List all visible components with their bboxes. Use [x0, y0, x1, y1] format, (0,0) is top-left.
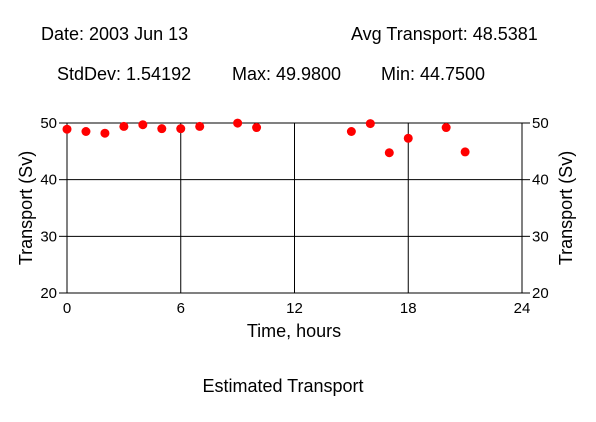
y-tick-label-left: 20	[40, 285, 57, 302]
x-axis-label: Time, hours	[247, 321, 341, 341]
date-text: Date: 2003 Jun 13	[41, 24, 189, 44]
data-point	[138, 120, 148, 130]
data-point	[157, 124, 167, 134]
data-point	[403, 133, 413, 143]
data-point	[81, 127, 91, 136]
data-points	[62, 118, 470, 158]
data-point	[195, 121, 205, 131]
data-point	[252, 123, 262, 133]
max-text: Max: 49.9800	[232, 64, 342, 84]
data-point	[62, 124, 72, 134]
y-tick-label-left: 40	[40, 172, 57, 189]
y-tick-label-left: 50	[40, 115, 57, 132]
data-point	[176, 124, 186, 134]
data-point	[460, 147, 470, 157]
data-point	[441, 123, 451, 133]
chart-title: Estimated Transport	[202, 376, 363, 396]
x-tick-label: 24	[514, 300, 531, 317]
x-tick-label: 18	[400, 300, 417, 317]
y-axis-label-right: Transport (Sv)	[556, 151, 576, 265]
data-point	[233, 118, 243, 128]
y-tick-label-right: 30	[532, 228, 549, 245]
y-tick-label-right: 40	[532, 172, 549, 189]
avg-transport-text: Avg Transport: 48.5381	[351, 24, 538, 44]
x-tick-label: 12	[286, 300, 303, 317]
y-tick-label-left: 30	[40, 228, 57, 245]
data-point	[365, 119, 375, 129]
plot-frame	[66, 122, 523, 294]
stddev-text: StdDev: 1.54192	[57, 64, 192, 84]
y-tick-label-right: 50	[532, 115, 549, 132]
y-tick-label-right: 20	[532, 285, 549, 302]
data-point	[119, 121, 129, 131]
data-point	[384, 148, 394, 158]
x-tick-label: 0	[63, 300, 71, 317]
min-text: Min: 44.7500	[381, 64, 486, 84]
data-point	[100, 128, 110, 138]
y-axis-label-left: Transport (Sv)	[16, 151, 36, 265]
x-tick-label: 6	[177, 300, 185, 317]
data-point	[346, 127, 356, 136]
grid-lines	[59, 122, 530, 294]
